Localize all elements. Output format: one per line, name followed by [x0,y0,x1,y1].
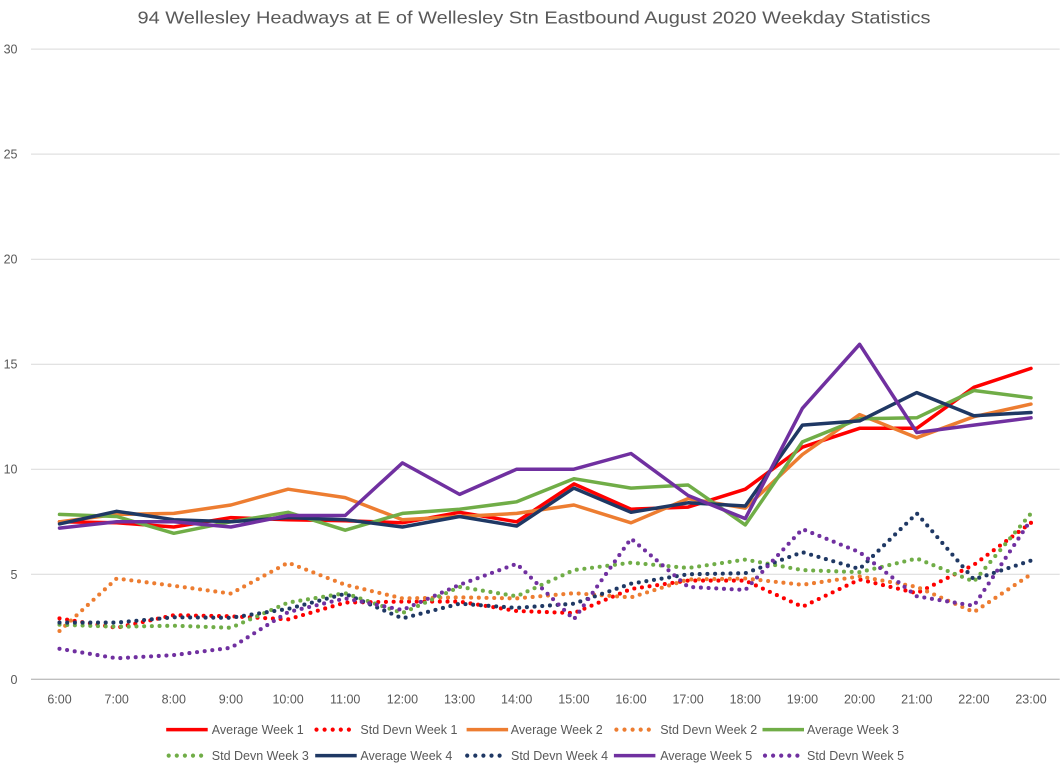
svg-text:Average Week 4: Average Week 4 [360,749,452,763]
svg-text:10: 10 [4,463,18,477]
svg-text:13:00: 13:00 [444,693,475,707]
svg-text:12:00: 12:00 [387,693,418,707]
svg-text:15: 15 [4,358,18,372]
svg-text:25: 25 [4,148,18,162]
svg-text:Average Week 5: Average Week 5 [660,749,752,763]
svg-text:Std Devn Week 3: Std Devn Week 3 [212,749,309,763]
svg-text:Std Devn Week 1: Std Devn Week 1 [360,723,457,737]
svg-text:17:00: 17:00 [672,693,703,707]
svg-text:94 Wellesley Headways at E of: 94 Wellesley Headways at E of Wellesley … [138,7,931,27]
svg-text:16:00: 16:00 [615,693,646,707]
svg-text:11:00: 11:00 [330,693,360,707]
svg-text:6:00: 6:00 [47,693,71,707]
svg-text:Std Devn Week 5: Std Devn Week 5 [807,749,904,763]
svg-text:21:00: 21:00 [901,693,932,707]
svg-text:23:00: 23:00 [1015,693,1046,707]
svg-text:18:00: 18:00 [730,693,761,707]
svg-text:7:00: 7:00 [105,693,129,707]
svg-text:8:00: 8:00 [162,693,186,707]
svg-text:Std Devn Week 2: Std Devn Week 2 [660,723,757,737]
svg-text:15:00: 15:00 [558,693,589,707]
svg-text:20: 20 [4,253,18,267]
svg-text:19:00: 19:00 [787,693,818,707]
svg-text:Average Week 1: Average Week 1 [212,723,304,737]
svg-text:Std Devn Week 4: Std Devn Week 4 [511,749,608,763]
svg-text:5: 5 [11,568,18,582]
svg-text:20:00: 20:00 [844,693,875,707]
svg-text:Average Week 3: Average Week 3 [807,723,899,737]
svg-text:0: 0 [11,673,18,687]
svg-text:14:00: 14:00 [501,693,532,707]
svg-text:30: 30 [4,43,18,57]
svg-text:22:00: 22:00 [958,693,989,707]
svg-text:10:00: 10:00 [272,693,303,707]
svg-text:9:00: 9:00 [219,693,243,707]
svg-text:Average Week 2: Average Week 2 [511,723,603,737]
